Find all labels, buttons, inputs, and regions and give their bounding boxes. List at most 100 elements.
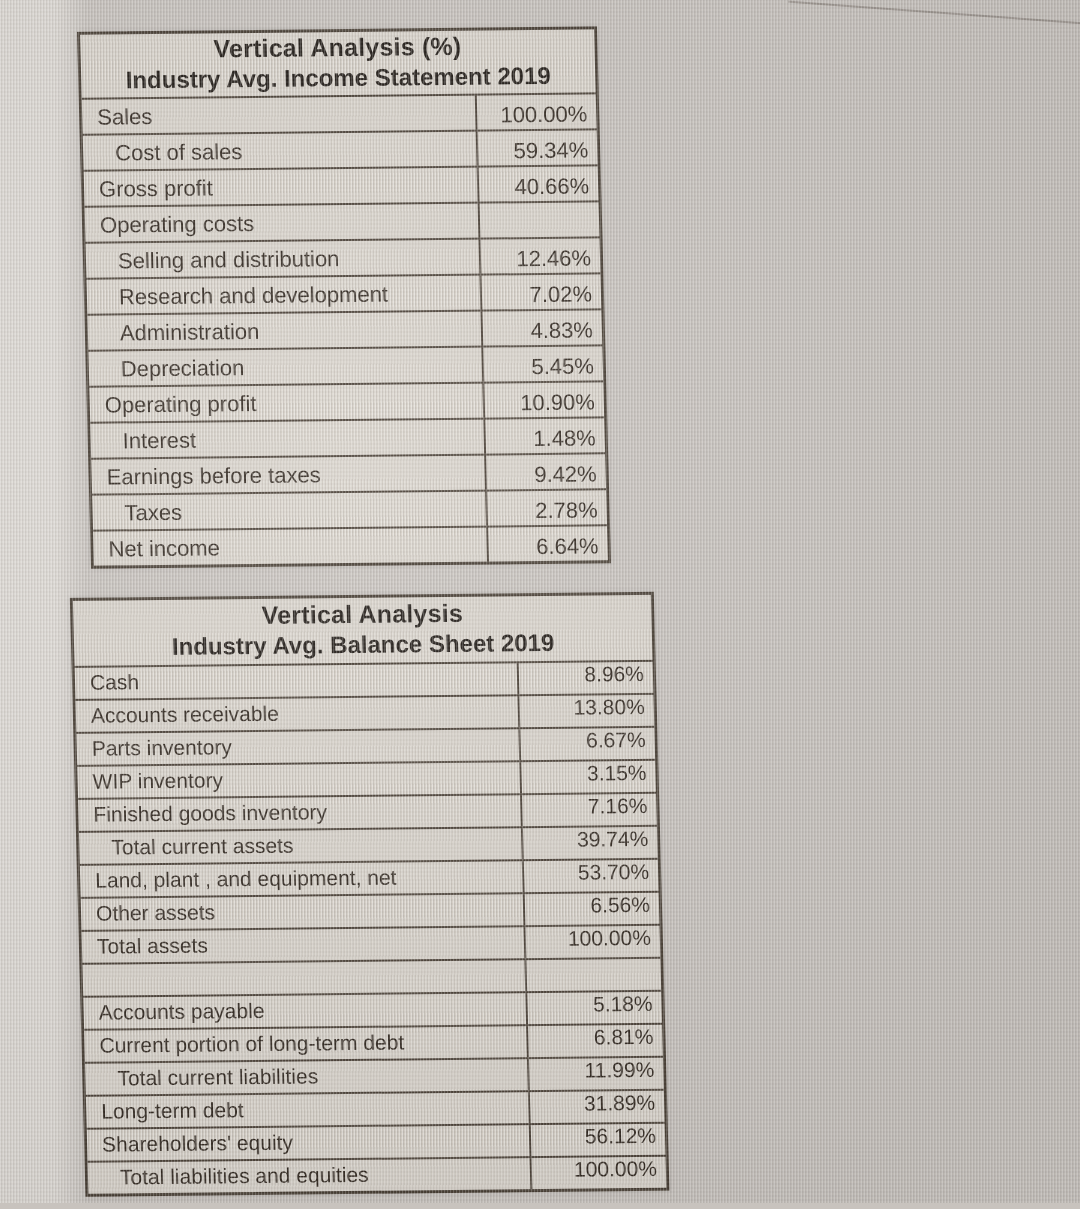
row-label: Operating profit — [104, 390, 257, 418]
table-row: Accounts receivable 13.80% — [75, 692, 655, 732]
row-value: 100.00% — [573, 1157, 658, 1182]
row-value-cell: 6.81% — [526, 1024, 663, 1058]
row-label: WIP inventory — [92, 769, 224, 794]
row-label: Long-term debt — [100, 1099, 244, 1124]
table-row: Gross profit 40.66% — [83, 164, 599, 206]
table-row: Sales 100.00% — [82, 94, 597, 133]
row-label: Current portion of long-term debt — [99, 1031, 405, 1058]
income-statement-table: Vertical Analysis (%) Industry Avg. Inco… — [76, 26, 612, 569]
row-value: 9.42% — [533, 461, 597, 488]
row-label: Taxes — [124, 499, 183, 526]
row-label: Gross profit — [98, 175, 214, 202]
row-value-cell: 59.34% — [475, 130, 598, 166]
row-value-cell: 5.45% — [481, 346, 604, 382]
table-row: Cash 8.96% — [75, 661, 654, 699]
row-label: Earnings before taxes — [106, 462, 321, 490]
row-value-cell: 56.12% — [528, 1123, 666, 1157]
row-value-cell: 53.70% — [521, 859, 659, 893]
row-value: 56.12% — [584, 1124, 657, 1149]
table-row: Cost of sales 59.34% — [82, 128, 598, 170]
table-row: Operating costs — [84, 200, 600, 242]
row-label: Accounts receivable — [90, 702, 280, 728]
row-label: Operating costs — [99, 210, 255, 238]
row-value: 10.90% — [519, 389, 596, 416]
table-row: Current portion of long-term debt 6.81% — [84, 1022, 663, 1062]
row-value-cell — [477, 202, 600, 238]
row-value: 59.34% — [513, 137, 589, 164]
row-label: Depreciation — [120, 355, 245, 382]
row-label: Total current assets — [111, 834, 294, 860]
row-value-cell: 7.16% — [520, 793, 657, 827]
table-row: Taxes 2.78% — [92, 488, 607, 530]
row-label: Sales — [96, 104, 153, 130]
table-row: Shareholders' equity 56.12% — [86, 1121, 666, 1161]
balance-sheet-rows: Cash 8.96% Accounts receivable 13.80% Parts … — [75, 661, 667, 1194]
row-value-cell: 100.00% — [529, 1156, 667, 1190]
row-value-cell: 12.46% — [478, 238, 601, 274]
row-label: Shareholders' equity — [101, 1131, 294, 1157]
table-row: WIP inventory 3.15% — [77, 758, 657, 798]
row-value-cell: 8.96% — [516, 661, 654, 695]
row-value-cell: 31.89% — [527, 1090, 665, 1124]
row-value: 8.96% — [584, 662, 645, 687]
row-label: Finished goods inventory — [93, 801, 328, 827]
row-value-cell: 3.15% — [519, 760, 657, 794]
table-subtitle: Industry Avg. Income Statement 2019 — [125, 62, 552, 95]
row-value-cell — [524, 958, 662, 992]
row-value-cell: 6.64% — [486, 526, 608, 562]
table-row: Parts inventory 6.67% — [76, 725, 656, 765]
row-value: 40.66% — [514, 173, 590, 200]
table-row: Total current liabilities 11.99% — [84, 1055, 664, 1095]
row-value: 13.80% — [573, 695, 646, 720]
row-value-cell: 39.74% — [520, 826, 658, 860]
row-value: 3.15% — [586, 761, 647, 786]
table-row — [82, 956, 662, 996]
row-label: Research and development — [118, 281, 389, 310]
row-value-cell: 2.78% — [485, 490, 607, 526]
row-value-cell: 6.67% — [518, 727, 656, 761]
row-value: 4.83% — [530, 317, 594, 344]
table-row: Land, plant , and equipment, net 53.70% — [79, 857, 659, 897]
income-statement-rows: Sales 100.00% Cost of sales 59.34% Gross pro… — [82, 94, 608, 566]
row-label: Accounts payable — [98, 999, 265, 1025]
row-label: Total current liabilities — [117, 1065, 319, 1091]
table-row: Selling and distribution 12.46% — [85, 236, 601, 278]
row-value: 1.48% — [533, 425, 597, 452]
row-value-cell: 5.18% — [525, 991, 663, 1025]
row-value-cell: 100.00% — [523, 925, 661, 959]
row-value: 2.78% — [534, 497, 598, 524]
row-value-cell: 7.02% — [479, 274, 602, 310]
row-value: 53.70% — [577, 860, 650, 885]
table-row: Administration 4.83% — [87, 308, 603, 350]
table-row: Finished goods inventory 7.16% — [78, 791, 657, 831]
row-value-cell: 1.48% — [483, 418, 606, 454]
table-subtitle: Industry Avg. Balance Sheet 2019 — [171, 629, 555, 661]
row-value: 5.18% — [592, 992, 653, 1017]
row-label: Interest — [122, 427, 197, 454]
table-row: Earnings before taxes 9.42% — [91, 452, 607, 494]
row-label: Total assets — [96, 934, 209, 959]
row-label: Net income — [108, 535, 221, 562]
row-value: 11.99% — [584, 1058, 655, 1083]
row-label — [82, 960, 525, 996]
row-value: 7.02% — [529, 281, 593, 308]
row-value: 6.67% — [585, 728, 646, 753]
row-value: 7.16% — [587, 794, 648, 819]
row-value-cell: 4.83% — [480, 310, 603, 346]
table-row: Operating profit 10.90% — [89, 380, 605, 422]
row-value: 12.46% — [516, 245, 592, 272]
table-row: Total liabilities and equities 100.00% — [87, 1154, 667, 1194]
row-label: Total liabilities and equities — [119, 1163, 369, 1190]
balance-sheet-header: Vertical Analysis Industry Avg. Balance … — [72, 594, 653, 668]
table-row: Depreciation 5.45% — [88, 344, 604, 386]
row-label: Cost of sales — [114, 139, 243, 166]
row-value-cell: 6.56% — [522, 892, 660, 926]
table-row: Total assets 100.00% — [81, 923, 661, 963]
table-row: Other assets 6.56% — [80, 890, 660, 930]
row-value-cell: 13.80% — [517, 694, 655, 728]
row-label: Selling and distribution — [117, 246, 340, 274]
row-label: Cash — [89, 671, 140, 695]
row-label: Administration — [119, 318, 260, 346]
